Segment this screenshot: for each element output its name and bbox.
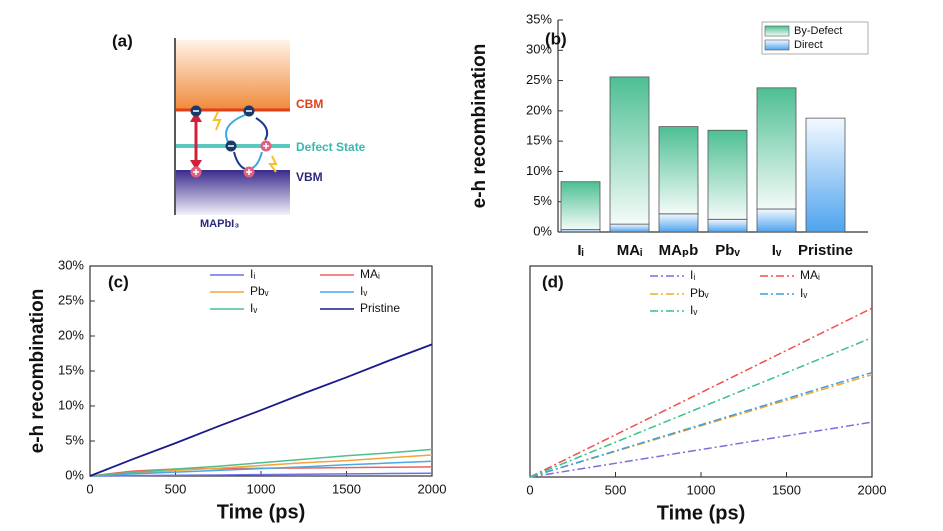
bar-segment [658,213,699,233]
y-tick-label: 5% [533,193,552,208]
x-tick-label: Iᵢ [577,242,583,259]
panel-label: (d) [542,272,564,291]
capture-arrow [233,151,249,171]
series-line [89,454,433,477]
capture-arrow [255,117,269,141]
y-tick-label: 35% [526,11,552,26]
legend-label: Iᵥ [250,301,257,315]
x-tick-label: MAᵢ [617,242,642,259]
legend-label: Direct [794,39,823,51]
bar-segment [756,208,797,233]
hole [190,166,202,178]
y-tick-label: 0% [533,223,552,238]
bar-segment [707,218,748,233]
x-tick-label: 1500 [772,482,801,497]
y-axis-title: e-h recombination [469,44,490,209]
photon [268,155,278,173]
x-tick-label: 0 [86,481,93,496]
y-tick-label: 15% [526,133,552,148]
bar-segment [756,87,797,210]
electron [190,105,202,117]
x-tick-label: 500 [165,481,187,496]
panel-label: (a) [112,31,133,50]
y-tick-label: 5% [65,432,84,447]
vbm-band [176,170,290,215]
y-tick-label: 20% [526,102,552,117]
series-line [89,460,433,477]
y-tick-label: 10% [526,163,552,178]
y-tick-label: 20% [58,327,84,342]
material-label: MAPbI₃ [200,218,239,230]
x-tick-label: 1000 [247,481,276,496]
defect-label: Defect State [296,140,366,154]
x-axis-title: Time (ps) [217,501,306,523]
cbm-label: CBM [296,97,323,111]
legend-label: MAᵢ [800,268,820,282]
legend-label: Iᵢ [690,268,695,282]
y-tick-label: 25% [58,292,84,307]
x-tick-label: MAₚb [659,242,699,259]
bar-segment [609,76,650,225]
bar-segment [805,117,846,233]
x-tick-label: 500 [605,482,627,497]
y-tick-label: 30% [58,257,84,272]
y-tick-label: 15% [58,362,84,377]
x-tick-label: 2000 [418,481,447,496]
x-tick-label: 1000 [687,482,716,497]
arrow-head [190,112,202,122]
legend-swatch [764,25,790,37]
legend-label: MAᵢ [360,267,380,281]
bar-segment [707,129,748,220]
legend-label: By-Defect [794,25,842,37]
y-axis-title: e-h recombination [27,289,48,454]
legend-label: Iᵢ [250,267,255,281]
hole [243,166,255,178]
legend-label: Pristine [360,301,400,315]
series-line [529,307,873,478]
x-tick-label: 1500 [332,481,361,496]
legend-label: Iᵥ [800,286,807,300]
legend-label: Pbᵥ [690,286,709,300]
series-line [529,421,873,478]
x-tick-label: Pristine [798,242,853,259]
bar-segment [609,223,650,233]
legend-label: Iᵥ [360,284,367,298]
panel-label: (c) [108,272,129,291]
series-line [529,337,873,478]
electron [243,105,255,117]
bar-segment [560,181,601,230]
series-line [529,371,873,478]
band-diagram: (a) CBM Defect State VBM MAPbI₃ [112,31,366,229]
legend-label: Pbᵥ [250,284,269,298]
vbm-label: VBM [296,170,323,184]
x-tick-label: 0 [526,482,533,497]
bar-segment [658,126,699,215]
x-tick-label: 2000 [858,482,887,497]
electron [225,140,237,152]
capture-arrow [225,114,246,143]
hole [260,140,272,152]
cbm-band [176,40,290,110]
series-line [89,448,433,477]
legend-label: Iᵥ [690,303,697,317]
panel-label: (b) [545,29,567,48]
capture-arrow [251,151,263,169]
series-line [89,472,433,477]
arrow-head [190,160,202,170]
y-tick-label: 10% [58,397,84,412]
legend-swatch [764,39,790,51]
y-tick-label: 30% [526,42,552,57]
series-line [89,343,433,477]
x-axis-title: Time (ps) [657,502,746,524]
y-tick-label: 0% [65,467,84,482]
x-tick-label: Pbᵥ [715,242,740,259]
x-tick-label: Iᵥ [772,242,782,259]
y-tick-label: 25% [526,72,552,87]
photon [212,111,222,131]
